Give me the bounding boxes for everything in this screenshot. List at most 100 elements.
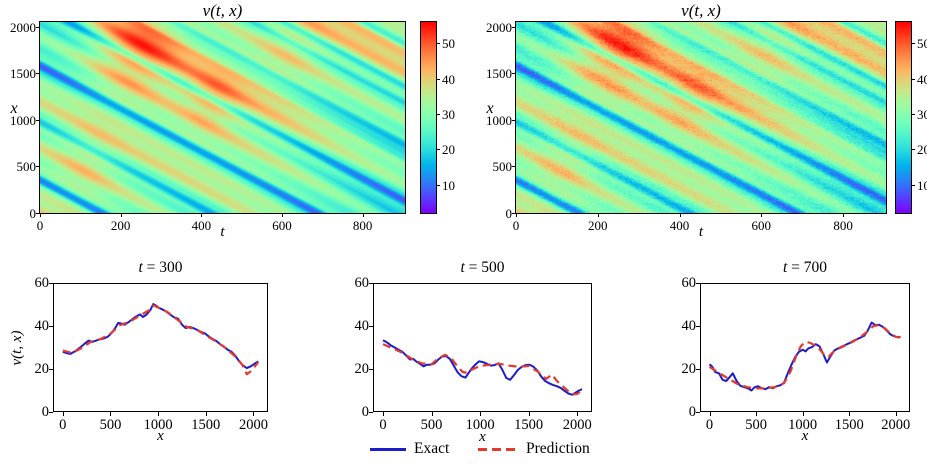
axis-tick-label: 10 bbox=[917, 177, 927, 193]
axis-tick-label: 40 bbox=[681, 318, 697, 334]
plot-border bbox=[700, 283, 910, 412]
heatmap-exact-title: v(t, x) bbox=[202, 1, 243, 20]
axis-tick-label: 1000 bbox=[486, 112, 512, 128]
axis-tick-label: 60 bbox=[681, 275, 697, 291]
axis-tick-mark bbox=[36, 26, 40, 28]
series-exact bbox=[382, 339, 583, 396]
axis-tick-mark bbox=[849, 412, 851, 416]
axis-tick-mark bbox=[512, 73, 516, 75]
line-chart-t300 bbox=[53, 283, 268, 412]
axis-tick-label: 200 bbox=[588, 218, 608, 233]
axis-tick-label: 60 bbox=[34, 275, 50, 291]
axis-tick-label: 800 bbox=[352, 218, 373, 233]
axis-tick-mark bbox=[512, 26, 516, 28]
axis-tick-label: 500 bbox=[16, 159, 37, 175]
axis-tick-label: 50 bbox=[917, 36, 927, 52]
axis-tick-mark bbox=[480, 412, 482, 416]
axis-tick-label: 0 bbox=[688, 404, 696, 420]
line-panel-t300-xlabel: x bbox=[157, 428, 164, 444]
series-prediction bbox=[62, 304, 260, 376]
axis-tick-label: 1500 bbox=[486, 66, 512, 82]
axis-tick-label: 40 bbox=[917, 71, 927, 87]
axis-tick-label: 500 bbox=[420, 417, 443, 433]
axis-tick-label: 30 bbox=[442, 106, 455, 122]
axis-tick-label: 1500 bbox=[191, 417, 221, 433]
axis-tick-label: 1000 bbox=[788, 417, 818, 433]
line-panel-ylabel: v(t, x) bbox=[9, 330, 25, 366]
axis-tick-mark bbox=[577, 412, 579, 416]
legend-prediction-swatch bbox=[478, 448, 518, 451]
axis-tick-label: 20 bbox=[354, 361, 370, 377]
heatmap-exact-ylabel: x bbox=[10, 100, 18, 117]
axis-tick-label: 400 bbox=[669, 218, 690, 233]
axis-tick-mark bbox=[802, 412, 804, 416]
axis-tick-mark bbox=[911, 149, 915, 151]
series-exact bbox=[708, 321, 901, 392]
axis-tick-mark bbox=[49, 412, 53, 413]
axis-tick-label: 0 bbox=[512, 218, 520, 233]
axis-tick-mark bbox=[911, 113, 915, 115]
axis-tick-label: 30 bbox=[917, 106, 927, 122]
axis-tick-mark bbox=[512, 119, 516, 121]
axis-tick-mark bbox=[597, 213, 599, 217]
axis-tick-mark bbox=[756, 412, 758, 416]
axis-tick-mark bbox=[110, 412, 112, 416]
axis-tick-mark bbox=[369, 283, 373, 284]
axis-tick-mark bbox=[516, 213, 517, 217]
heatmap-prediction-xlabel: t bbox=[698, 224, 704, 240]
line-panel-t300-title: t = 300 bbox=[138, 259, 183, 276]
axis-tick-label: 2000 bbox=[562, 417, 592, 433]
axis-tick-label: 0 bbox=[36, 218, 44, 233]
axis-tick-mark bbox=[696, 326, 700, 327]
axis-tick-label: 200 bbox=[110, 218, 131, 233]
series-prediction bbox=[382, 343, 583, 396]
series-exact bbox=[62, 303, 259, 370]
line-panel-t500-xlabel: x bbox=[479, 429, 486, 445]
axis-tick-label: 20 bbox=[681, 361, 697, 377]
axis-tick-label: 10 bbox=[442, 177, 455, 193]
axis-tick-mark bbox=[436, 78, 440, 80]
legend-exact-label: Exact bbox=[414, 440, 450, 457]
axis-tick-mark bbox=[436, 184, 440, 186]
axis-tick-mark bbox=[679, 213, 681, 217]
axis-tick-label: 0 bbox=[59, 417, 67, 433]
axis-tick-label: 600 bbox=[272, 218, 292, 233]
axis-tick-label: 800 bbox=[833, 218, 853, 233]
axis-tick-mark bbox=[158, 412, 160, 416]
line-panel-t700-title: t = 700 bbox=[782, 259, 828, 276]
line-chart-t700 bbox=[700, 283, 910, 412]
axis-tick-mark bbox=[911, 43, 915, 45]
axis-tick-label: 60 bbox=[354, 275, 370, 291]
axis-tick-label: 40 bbox=[34, 318, 50, 334]
axis-tick-label: 1000 bbox=[10, 112, 36, 128]
legend-exact-swatch bbox=[370, 448, 406, 451]
axis-tick-mark bbox=[362, 213, 364, 217]
axis-tick-label: 0 bbox=[29, 206, 37, 221]
colorbar-exact bbox=[420, 21, 437, 214]
axis-tick-label: 0 bbox=[705, 417, 714, 433]
legend-prediction-label: Prediction bbox=[526, 440, 590, 457]
axis-tick-mark bbox=[369, 369, 373, 370]
axis-tick-mark bbox=[36, 213, 40, 214]
axis-tick-mark bbox=[281, 213, 283, 217]
axis-tick-mark bbox=[761, 213, 763, 217]
axis-tick-label: 20 bbox=[442, 142, 455, 158]
axis-tick-label: 20 bbox=[917, 142, 927, 158]
axis-tick-label: 0 bbox=[379, 417, 387, 433]
axis-tick-label: 40 bbox=[354, 318, 370, 334]
plot-border bbox=[53, 283, 268, 412]
axis-tick-label: 1500 bbox=[834, 417, 864, 433]
axis-tick-mark bbox=[696, 369, 700, 370]
axis-tick-label: 2000 bbox=[881, 417, 911, 433]
axis-tick-mark bbox=[696, 283, 700, 284]
axis-tick-mark bbox=[369, 412, 373, 413]
heatmap-prediction-ylabel: x bbox=[486, 100, 494, 117]
axis-tick-mark bbox=[253, 412, 255, 416]
axis-tick-mark bbox=[49, 326, 53, 327]
axis-tick-label: 600 bbox=[751, 218, 772, 233]
axis-tick-label: 2000 bbox=[10, 19, 36, 35]
axis-tick-label: 40 bbox=[442, 71, 455, 87]
axis-tick-mark bbox=[36, 166, 40, 168]
colorbar-prediction bbox=[895, 21, 912, 214]
